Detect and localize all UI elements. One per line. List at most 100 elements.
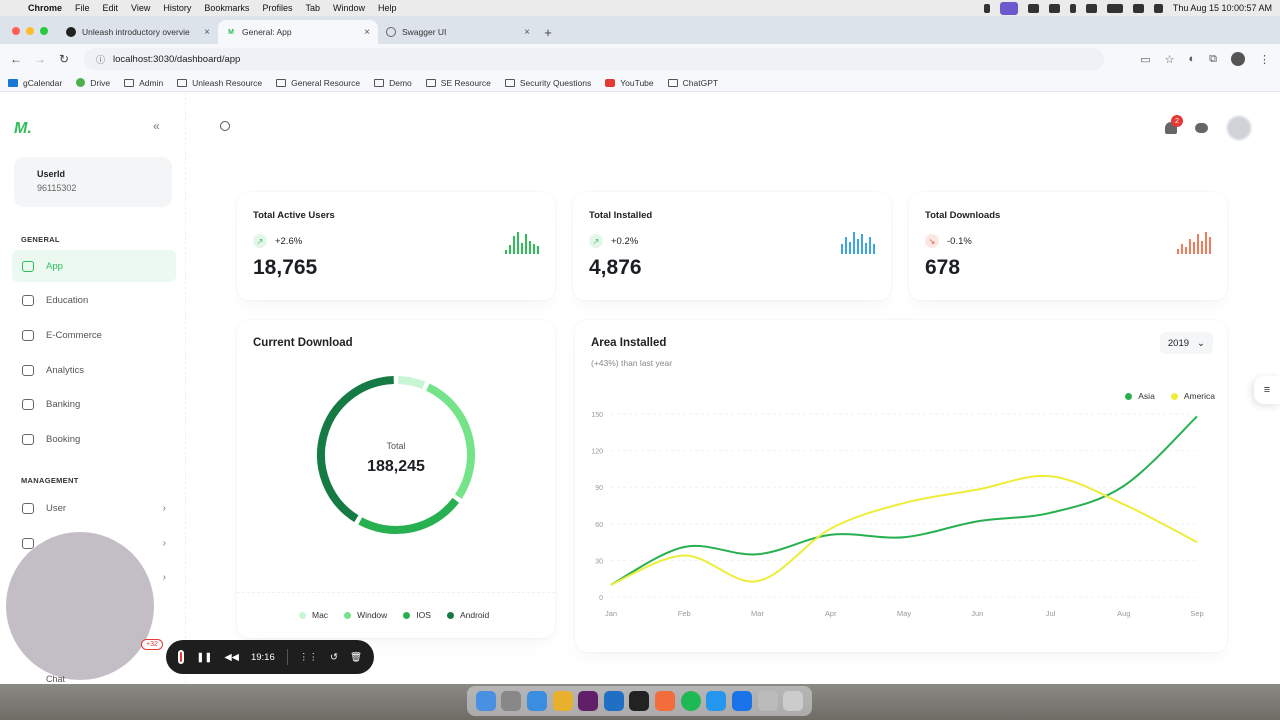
profile-avatar[interactable]: [1231, 52, 1245, 66]
collapse-sidebar-icon[interactable]: «: [153, 119, 160, 133]
tab-unleash[interactable]: Unleash introductory overvie ×: [58, 20, 218, 44]
address-bar[interactable]: ⓘ localhost:3030/dashboard/app: [84, 48, 1104, 70]
menu-history[interactable]: History: [163, 3, 192, 13]
bookmark-admin[interactable]: Admin: [124, 78, 163, 88]
wifi-icon[interactable]: [1132, 3, 1144, 13]
terminal-icon[interactable]: [629, 691, 650, 711]
stat-change: ↗ +2.6%: [253, 234, 302, 248]
volume-icon[interactable]: [1085, 3, 1097, 13]
menu-bookmarks[interactable]: Bookmarks: [204, 3, 250, 13]
bluetooth-icon[interactable]: [1069, 3, 1076, 13]
bookmark-star-icon[interactable]: ☆: [1164, 53, 1175, 66]
logo-icon[interactable]: M.: [14, 120, 32, 137]
notifications-bell-icon[interactable]: 2: [1165, 115, 1183, 134]
sparkline: [841, 232, 875, 254]
stat-card: Total Downloads ↘ -0.1% 678: [909, 192, 1227, 300]
contacts-icon[interactable]: [1195, 123, 1208, 133]
menu-profiles[interactable]: Profiles: [262, 3, 293, 13]
menu-help[interactable]: Help: [377, 3, 397, 13]
sidebar-item-analytics[interactable]: Analytics: [12, 354, 176, 386]
stop-recording-button[interactable]: [178, 650, 185, 664]
trash-bin-icon[interactable]: [783, 691, 804, 711]
sidebar-item-ecommerce[interactable]: E-Commerce: [12, 319, 176, 351]
close-tab-icon[interactable]: ×: [524, 26, 530, 38]
close-window-button[interactable]: [12, 27, 20, 35]
1password-icon[interactable]: [731, 691, 752, 711]
toolbar: ← → ↻ ⓘ localhost:3030/dashboard/app ▭ ☆ …: [0, 44, 1280, 74]
sidebar-item-education[interactable]: Education: [12, 285, 176, 317]
sidebar-item-chat[interactable]: Chat: [46, 674, 66, 684]
kebab-menu-icon[interactable]: ⋮: [1259, 53, 1270, 66]
vpn-icon[interactable]: [1048, 3, 1060, 13]
reload-icon[interactable]: ↻: [58, 52, 70, 66]
bookmark-general-resource[interactable]: General Resource: [276, 78, 360, 88]
zoom-window-button[interactable]: [40, 27, 48, 35]
bookmark-se-resource[interactable]: SE Resource: [425, 78, 491, 88]
sidebar-item-banking[interactable]: Banking: [12, 389, 176, 421]
user-icon: [22, 502, 34, 514]
drive-icon: [76, 78, 86, 87]
site-info-icon[interactable]: ⓘ: [96, 54, 106, 65]
extensions-puzzle-icon[interactable]: ⧉: [1209, 52, 1217, 65]
bookmark-demo[interactable]: Demo: [374, 78, 412, 88]
app-icon: [22, 260, 34, 272]
bookmark-security-questions[interactable]: Security Questions: [504, 78, 591, 88]
install-app-icon[interactable]: ▭: [1140, 53, 1151, 66]
search-icon[interactable]: [220, 121, 230, 131]
sidebar-item-ecommerce-mgmt[interactable]: ›: [12, 527, 176, 559]
year-select[interactable]: 2019 ⌄: [1159, 332, 1213, 354]
postman-icon[interactable]: [655, 691, 676, 711]
account-avatar[interactable]: [1226, 115, 1252, 141]
chrome-icon[interactable]: [552, 691, 573, 711]
folder-icon: [374, 78, 385, 87]
docker-icon[interactable]: [1027, 3, 1039, 13]
downloads-icon[interactable]: [757, 691, 778, 711]
menu-edit[interactable]: Edit: [102, 3, 119, 13]
forward-icon[interactable]: →: [34, 52, 46, 66]
close-tab-icon[interactable]: ×: [204, 26, 210, 38]
sidebar-item-user[interactable]: User ›: [12, 492, 176, 524]
spotlight-icon[interactable]: [1153, 3, 1163, 13]
user-card[interactable]: UserId 96115302: [14, 157, 172, 207]
grid-icon[interactable]: ⋮⋮: [298, 651, 318, 663]
menu-file[interactable]: File: [75, 3, 90, 13]
menu-chrome[interactable]: Chrome: [28, 3, 63, 13]
system-settings-icon[interactable]: [501, 691, 522, 711]
back-icon[interactable]: ←: [10, 52, 22, 66]
sidebar-item-app[interactable]: App: [12, 250, 176, 282]
spotify-icon[interactable]: [680, 691, 701, 711]
bookmark-unleash-resource[interactable]: Unleash Resource: [177, 78, 262, 88]
tab-general-app[interactable]: M General: App ×: [218, 20, 378, 44]
new-tab-button[interactable]: +: [544, 24, 552, 40]
docker-icon[interactable]: [706, 691, 727, 711]
finder-icon[interactable]: [475, 691, 496, 711]
battery-icon[interactable]: [1106, 3, 1123, 13]
menu-tab[interactable]: Tab: [305, 3, 320, 13]
menu-view[interactable]: View: [131, 3, 151, 13]
vscode-icon[interactable]: [603, 691, 624, 711]
bookmark-drive[interactable]: Drive: [76, 78, 110, 88]
sidebar-item-booking[interactable]: Booking: [12, 424, 176, 456]
sidebar-item-collapsed[interactable]: ›: [12, 561, 176, 593]
tab-swagger[interactable]: Swagger UI ×: [378, 20, 538, 44]
chevron-right-icon: ›: [162, 502, 166, 514]
pause-icon[interactable]: ❚❚: [196, 651, 213, 663]
bookmark-chatgpt[interactable]: ChatGPT: [667, 78, 718, 88]
slack-icon[interactable]: [578, 691, 599, 711]
rewind-icon[interactable]: ◀◀: [224, 651, 239, 663]
trash-icon[interactable]: 🗑: [349, 651, 362, 663]
clock[interactable]: Thu Aug 15 10:00:57 AM: [1172, 3, 1272, 13]
close-tab-icon[interactable]: ×: [364, 26, 370, 38]
bookmark-gcalendar[interactable]: gCalendar: [8, 78, 62, 88]
menu-window[interactable]: Window: [332, 3, 365, 13]
restart-icon[interactable]: ↺: [329, 651, 338, 663]
extension-icon[interactable]: ◐: [1188, 53, 1196, 65]
microphone-icon[interactable]: [983, 3, 990, 13]
mail-icon[interactable]: [527, 691, 548, 711]
spark-bar: [861, 234, 863, 254]
bookmark-youtube[interactable]: YouTube: [605, 78, 654, 88]
minimize-window-button[interactable]: [26, 27, 34, 35]
screen-recorder-icon[interactable]: [999, 1, 1018, 15]
settings-sliders-icon[interactable]: ≡: [1254, 376, 1280, 404]
stat-change-value: -0.1%: [947, 235, 972, 247]
